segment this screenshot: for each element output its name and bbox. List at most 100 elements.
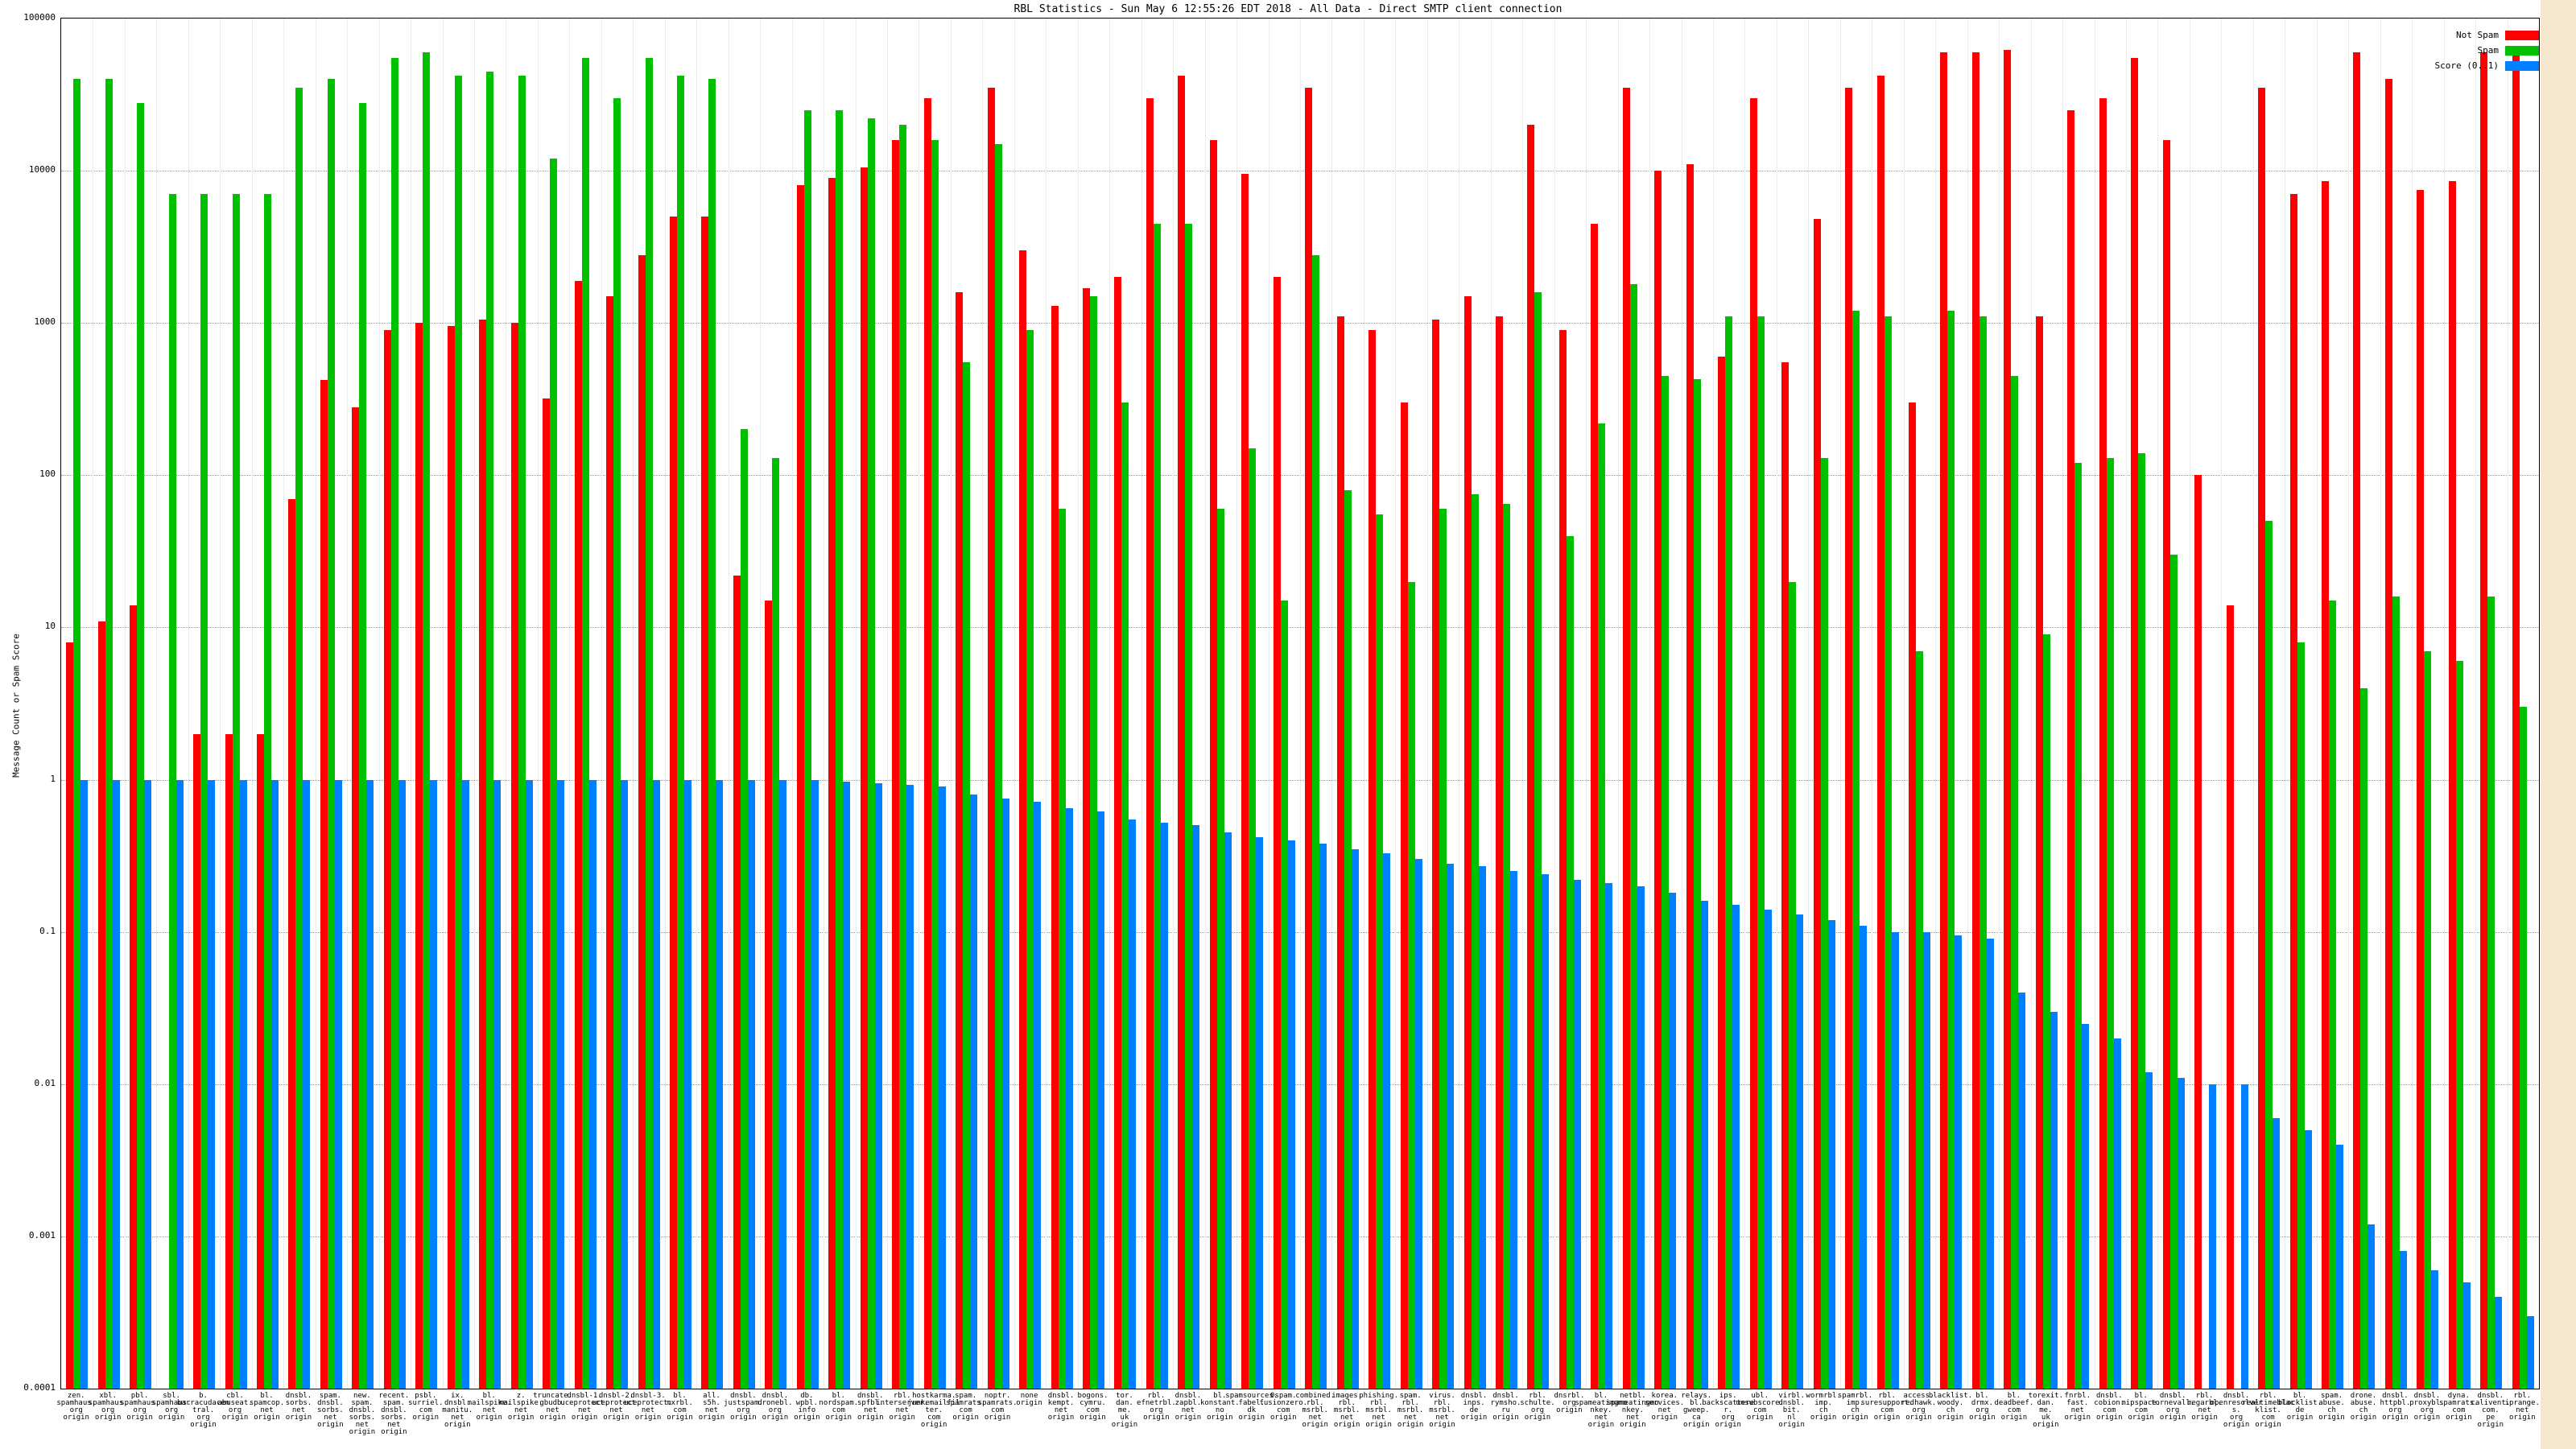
bar-spam bbox=[1947, 311, 1955, 1389]
v-gridline bbox=[2252, 19, 2254, 1389]
bar-score-0-1 bbox=[1923, 931, 1930, 1389]
bar-score-0-1 bbox=[144, 779, 152, 1389]
bar-not-spam bbox=[543, 398, 551, 1389]
bar-not-spam bbox=[828, 177, 836, 1389]
legend-label: Spam bbox=[2477, 45, 2500, 56]
bar-not-spam bbox=[1558, 329, 1567, 1389]
x-tick-label: rbl. realtimeblacklist. com origin bbox=[2242, 1392, 2295, 1429]
bar-spam bbox=[1216, 509, 1224, 1389]
v-gridline bbox=[442, 19, 444, 1389]
bar-not-spam bbox=[383, 329, 391, 1389]
bar-spam bbox=[295, 88, 303, 1389]
bar-spam bbox=[1629, 283, 1637, 1389]
x-tick-label: psbl. surriel. com origin bbox=[408, 1392, 444, 1422]
v-gridline bbox=[1300, 19, 1301, 1389]
bar-not-spam bbox=[606, 295, 614, 1389]
bar-not-spam bbox=[701, 217, 709, 1389]
legend-swatch bbox=[2505, 60, 2539, 71]
bar-spam bbox=[168, 194, 176, 1389]
bar-score-0-1 bbox=[334, 779, 342, 1389]
bar-score-0-1 bbox=[747, 779, 755, 1389]
bar-spam bbox=[232, 194, 240, 1389]
x-tick-label: ix. dnsbl. manitu. net origin bbox=[442, 1392, 473, 1429]
v-gridline bbox=[1999, 19, 2000, 1389]
v-gridline bbox=[474, 19, 475, 1389]
v-gridline bbox=[791, 19, 793, 1389]
v-gridline bbox=[2126, 19, 2127, 1389]
bar-score-0-1 bbox=[2495, 1297, 2503, 1389]
bar-score-0-1 bbox=[461, 779, 469, 1389]
bar-spam bbox=[1058, 509, 1066, 1389]
bar-spam bbox=[2042, 634, 2050, 1389]
bar-score-0-1 bbox=[2368, 1224, 2376, 1389]
bar-score-0-1 bbox=[1764, 910, 1772, 1389]
bar-score-0-1 bbox=[843, 782, 851, 1389]
bar-spam bbox=[2487, 596, 2496, 1389]
bar-not-spam bbox=[1463, 295, 1472, 1389]
bar-not-spam bbox=[1971, 52, 1979, 1389]
bar-spam bbox=[454, 76, 462, 1389]
x-tick-label: bl. mxrbl. com origin bbox=[667, 1392, 693, 1422]
bar-not-spam bbox=[1591, 223, 1599, 1389]
bar-score-0-1 bbox=[239, 779, 247, 1389]
v-gridline bbox=[1141, 19, 1142, 1389]
bar-not-spam bbox=[97, 621, 105, 1389]
x-tick-label: pbl. spamhaus. org origin bbox=[120, 1392, 160, 1422]
bar-not-spam bbox=[257, 733, 264, 1389]
bar-spam bbox=[740, 429, 748, 1389]
bar-score-0-1 bbox=[1447, 864, 1455, 1389]
bar-score-0-1 bbox=[1383, 852, 1391, 1389]
legend-label: Score (0..1) bbox=[2434, 60, 2499, 71]
bar-score-0-1 bbox=[2336, 1145, 2343, 1389]
bar-not-spam bbox=[2384, 79, 2392, 1389]
bar-score-0-1 bbox=[2113, 1038, 2121, 1389]
page-right-margin bbox=[2541, 0, 2576, 1449]
x-tick-label: db. wpbl. info origin bbox=[794, 1392, 820, 1422]
bar-score-0-1 bbox=[1860, 925, 1868, 1389]
bar-score-0-1 bbox=[1160, 823, 1168, 1389]
bar-spam bbox=[1662, 375, 1670, 1389]
x-tick-label: virbl. dnsbl. bit. nl origin bbox=[1778, 1392, 1805, 1429]
bar-score-0-1 bbox=[493, 779, 502, 1389]
v-gridline bbox=[601, 19, 602, 1389]
v-gridline bbox=[2221, 19, 2223, 1389]
bar-not-spam bbox=[1813, 219, 1821, 1389]
v-gridline bbox=[188, 19, 189, 1389]
bar-spam bbox=[1280, 601, 1288, 1389]
x-tick-label: rbl. megarbl. net origin bbox=[2186, 1392, 2223, 1422]
bar-spam bbox=[2074, 463, 2083, 1389]
y-tick-label: 0.1 bbox=[39, 925, 56, 936]
v-gridline bbox=[1109, 19, 1111, 1389]
v-gridline bbox=[1013, 19, 1015, 1389]
bar-spam bbox=[931, 139, 939, 1389]
bar-not-spam bbox=[2067, 109, 2075, 1389]
x-tick-label: dnsbl. justspam. org origin bbox=[724, 1392, 763, 1422]
bar-spam bbox=[550, 159, 558, 1389]
v-gridline bbox=[696, 19, 698, 1389]
bar-spam bbox=[803, 109, 811, 1389]
y-tick-label: 1 bbox=[50, 773, 56, 784]
bar-spam bbox=[486, 71, 494, 1389]
y-tick-label: 0.01 bbox=[34, 1077, 56, 1088]
x-tick-label: bl. spamcop. net origin bbox=[249, 1392, 285, 1422]
v-gridline bbox=[2316, 19, 2318, 1389]
v-gridline bbox=[2062, 19, 2064, 1389]
x-tick-label: netbl. spameatingmonkey. net origin bbox=[1606, 1392, 1659, 1429]
x-tick-label: dnsbl. cobion. com origin bbox=[2094, 1392, 2125, 1422]
bar-score-0-1 bbox=[652, 779, 660, 1389]
bar-score-0-1 bbox=[1891, 931, 1899, 1389]
x-tick-label: dnsbl. zapbl. net origin bbox=[1174, 1392, 1202, 1422]
x-tick-label: bl. drmx. org origin bbox=[1969, 1392, 1996, 1422]
bar-score-0-1 bbox=[1669, 893, 1677, 1389]
y-tick-label: 100 bbox=[39, 469, 56, 480]
x-tick-label: blacklist. woody. ch origin bbox=[1928, 1392, 1973, 1422]
bar-score-0-1 bbox=[112, 779, 120, 1389]
v-gridline bbox=[982, 19, 984, 1389]
bar-spam bbox=[2169, 555, 2178, 1389]
y-tick-label: 10 bbox=[44, 621, 56, 632]
x-tick-label: bl. blocklist. de origin bbox=[2277, 1392, 2322, 1422]
bar-spam bbox=[1884, 316, 1892, 1389]
bar-not-spam bbox=[987, 88, 995, 1389]
bar-score-0-1 bbox=[1065, 807, 1073, 1389]
x-tick-label: dnsbl. inps. de origin bbox=[1460, 1392, 1488, 1422]
